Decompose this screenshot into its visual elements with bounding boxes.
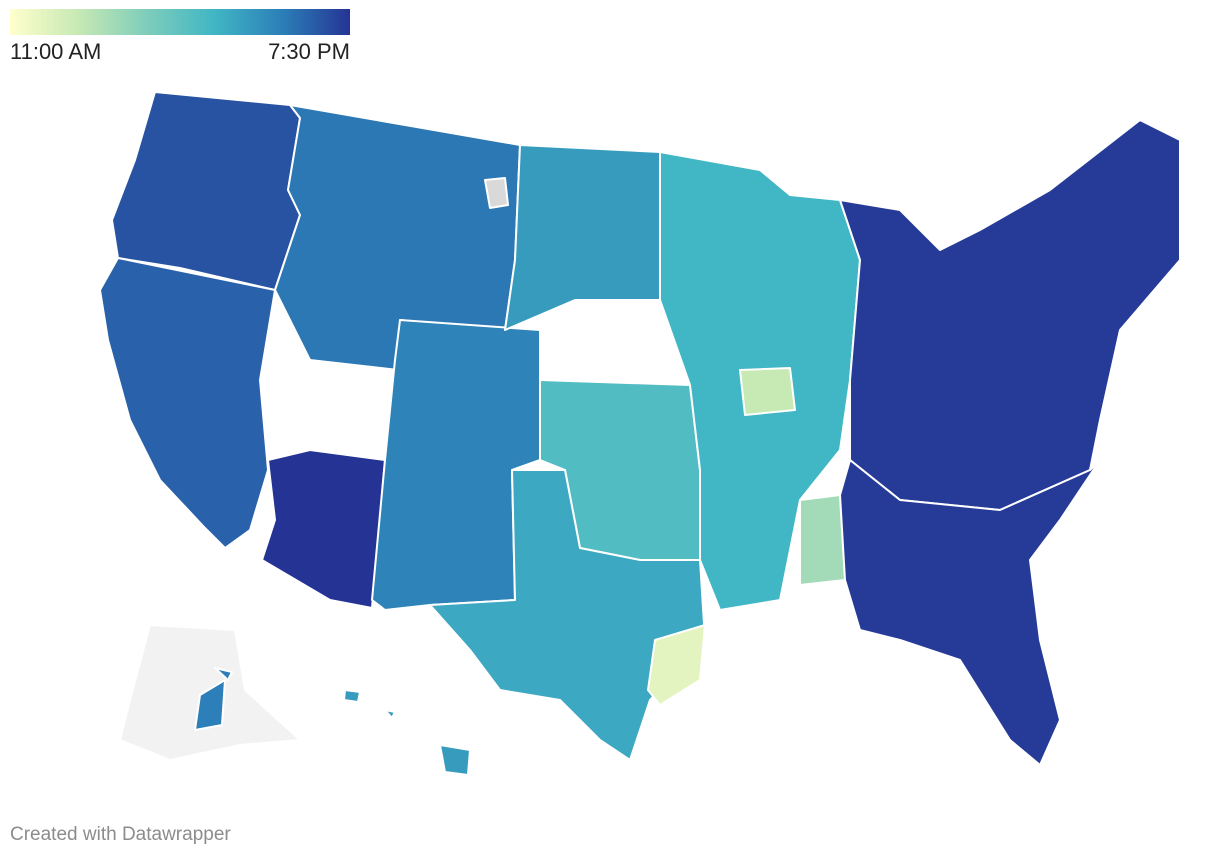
region-california-and-nevada[interactable] — [99, 257, 276, 549]
region-montana-county[interactable] — [484, 177, 509, 209]
datawrapper-credit[interactable]: Created with Datawrapper — [10, 824, 231, 845]
region-hawaii[interactable] — [343, 689, 471, 776]
region-dakotas[interactable] — [504, 144, 661, 331]
region-arizona[interactable] — [261, 449, 386, 609]
legend-min-label: 11:00 AM — [10, 39, 102, 64]
legend-gradient-bar — [10, 9, 350, 35]
region-great-lakes-and-east[interactable] — [839, 119, 1181, 511]
region-texas[interactable] — [429, 469, 706, 761]
legend-max-label: 7:30 PM — [268, 39, 350, 64]
region-mississippi-and-alabama[interactable] — [799, 494, 846, 586]
region-central-illinois[interactable] — [739, 367, 796, 416]
region-southeast[interactable] — [839, 459, 1101, 766]
region-alaska-islands[interactable] — [194, 667, 233, 731]
legend: 11:00 AM 7:30 PM — [10, 9, 350, 64]
region-pacific-northwest[interactable] — [111, 91, 301, 291]
region-southeast-texas[interactable] — [647, 624, 706, 706]
us-choropleth-map — [99, 91, 1181, 776]
